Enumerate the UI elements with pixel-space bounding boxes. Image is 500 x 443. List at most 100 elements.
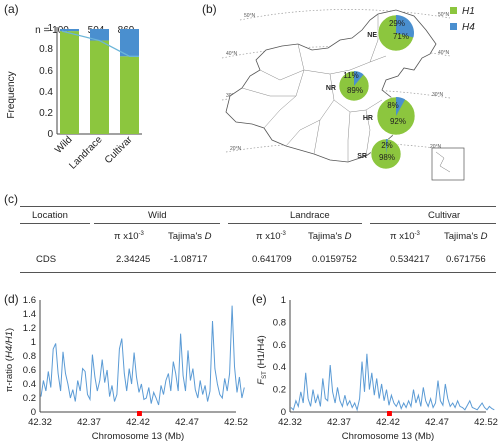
x-tick-label: 42.52 [224,417,248,428]
x-tick-label: 42.47 [175,417,199,428]
y-axis-title: π-ratio (H4/H1) [4,328,15,392]
header-cultivar: Cultivar [428,210,461,221]
region-code: NE [367,32,377,39]
x-tick-label: 42.32 [28,417,52,428]
pie-slice-h4 [354,71,364,86]
row-location: CDS [36,254,57,265]
y-tick-label: 1.6 [23,295,36,306]
latitude-label: 40°N [226,51,238,57]
landrace-d-value: 0.0159752 [312,254,357,265]
region-code: NR [326,85,336,92]
region-code: HR [363,115,373,122]
subheader-pi: π x10-3 [256,231,286,242]
x-tick-label: 42.52 [474,417,498,428]
pi-ratio-series [40,305,245,406]
x-tick-label: Wild [53,134,75,156]
table-group-rule [94,223,220,224]
y-tick-label: 0.8 [23,351,36,362]
panel-label-d: (d) [4,292,19,306]
x-tick-label: 42.42 [376,417,400,428]
fst-series [290,353,495,412]
x-axis-title: Chromosome 13 (Mb) [92,431,184,442]
pie-slice-h4 [396,14,414,38]
h1-trend-line [61,30,139,57]
wild-pi-value: 2.34245 [116,254,151,265]
y-tick-label: 0.4 [23,379,36,390]
tajima-d: D [204,231,212,242]
panel-label-e: (e) [252,292,267,306]
bar-h1 [120,56,139,134]
y-tick-label: 0.6 [39,66,53,77]
pie-label-h4: 8% [387,101,399,110]
bar-h1 [60,31,79,135]
x-tick-label: 42.47 [425,417,449,428]
cultivar-pi-value: 0.534217 [390,254,430,265]
bar-h4 [120,29,139,57]
latitude-label: 20°N [230,146,242,152]
y-tick-label: 1 [281,295,286,306]
latitude-label: 30°N [432,92,444,98]
subheader-pi: π x10-3 [114,231,144,242]
pi-exponent: -3 [414,231,420,237]
table-group-rule [228,223,362,224]
cultivar-d-value: 0.671756 [446,254,486,265]
subheader-tajima: Tajima's D [444,231,488,242]
y-tick-label: 0.8 [273,317,286,328]
sample-size-label: n = 100 [35,25,69,36]
pi-exponent: -3 [280,231,286,237]
panel-label-c: (c) [4,192,18,206]
bar-h4 [90,29,109,41]
y-tick-label: 0 [281,407,286,418]
panel-label-b: (b) [202,2,217,16]
x-axis-title: Chromosome 13 (Mb) [342,431,434,442]
header-landrace: Landrace [290,210,330,221]
y-tick-label: 0.2 [39,108,53,119]
pie-label-h1: 98% [379,153,395,162]
pi-ratio-line-chart: π-ratio (H4/H1) Chromosome 13 (Mb) 0 0.2 0… [4,295,248,442]
y-tick-label: 0.2 [23,393,36,404]
table-group-rule [370,223,496,224]
pie-label-h1: 92% [390,117,406,126]
latitude-label: 50°N [244,13,256,19]
subheader-pi: π x10-3 [390,231,420,242]
province-borders [241,14,387,162]
x-tick-label: 42.37 [327,417,351,428]
pie-label-h1: 71% [393,32,409,41]
header-wild: Wild [148,210,167,221]
pie-slice-h4 [396,97,406,116]
y-tick-label: 1 [31,337,36,348]
table-group-rule [20,223,90,224]
tajima-d: D [480,231,488,242]
pi-exponent: -3 [138,231,144,237]
haplotype-frequency-bar-chart: n = 100 504 869 Frequency 0 0.2 0.4 0.6 … [6,23,142,172]
x-tick-label: 42.32 [278,417,302,428]
south-sea-inset [431,147,465,181]
x-tick-label: Landrace [67,134,105,172]
y-tick-label: 0 [31,407,36,418]
fst-line-chart: FST (H1/H4) Chromosome 13 (Mb) 0 0.2 0.4 0.… [256,295,498,442]
legend-label-h4: H4 [462,22,475,33]
latitude-label: 20°N [430,144,442,150]
y-tick-label: 0.4 [273,362,286,373]
subheader-tajima: Tajima's D [168,231,212,242]
legend-swatch-h1 [450,7,457,14]
tajima-d: D [344,231,352,242]
region-code: SR [357,153,367,160]
china-haplotype-map: 50°N 40°N 30°N 20°N 50°N 40°N 30°N 20°N … [221,6,475,181]
tajima-label: Tajima's [168,231,205,242]
pie-label-h4: 2% [381,141,393,150]
y-tick-label: 1.2 [23,323,36,334]
latitude-label: 40°N [438,50,450,56]
bar-h1 [90,40,109,134]
pie-label-h1: 89% [347,86,363,95]
y-tick-label: 0.4 [39,87,53,98]
header-location: Location [32,210,68,221]
x-tick-label: 42.42 [126,417,150,428]
y-tick-label: 0.2 [273,385,286,396]
pi-label: π x10 [390,231,415,243]
x-tick-label: Cultivar [103,134,135,166]
table-top-rule [20,206,496,207]
legend-label-h1: H1 [462,6,475,17]
gene-region-marker [387,411,392,416]
y-axis-title: Frequency [6,71,17,118]
